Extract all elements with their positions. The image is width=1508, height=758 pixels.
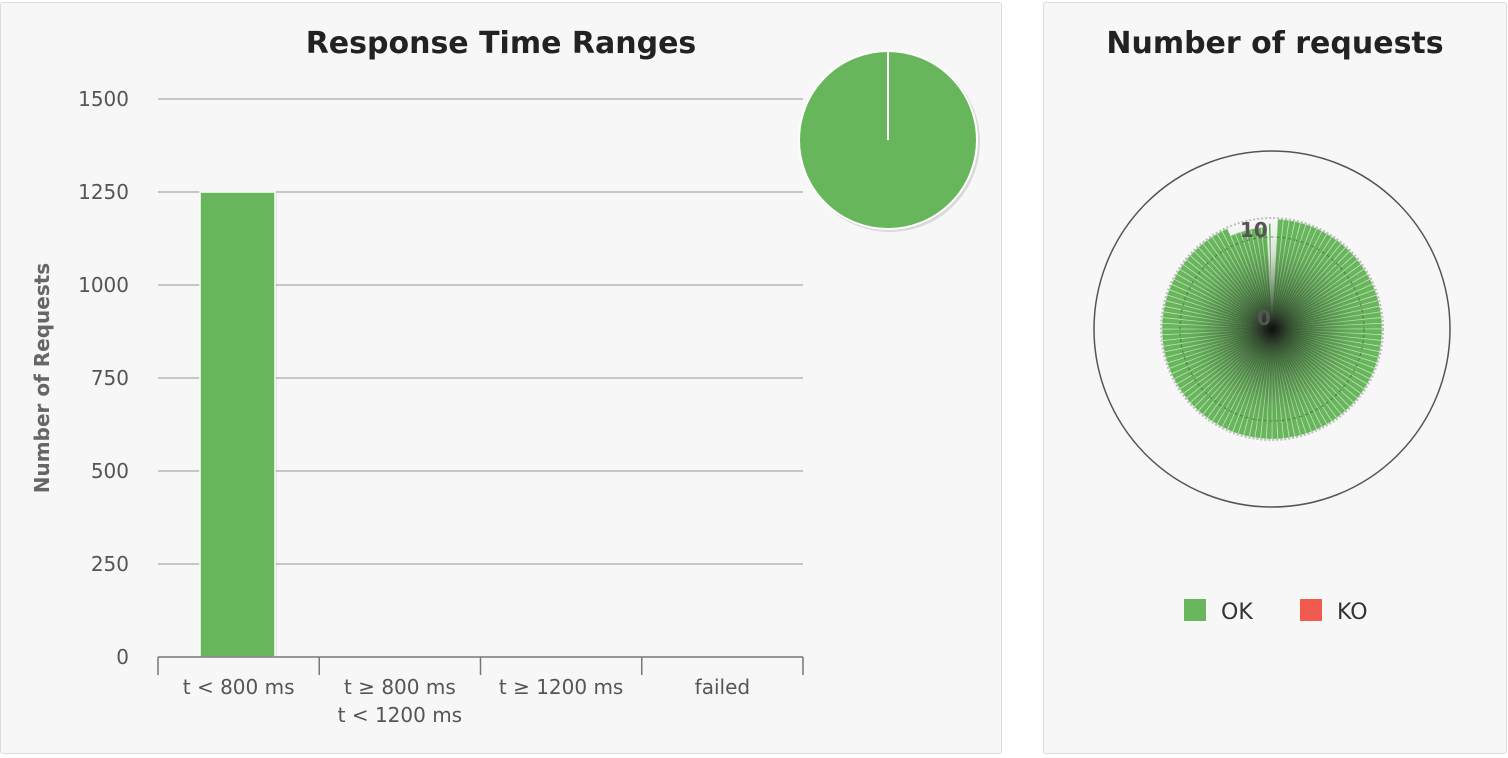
y-tick-label: 1000	[78, 273, 129, 297]
legend-item-ok[interactable]: OK	[1184, 599, 1253, 625]
bars	[199, 191, 277, 658]
y-tick-label: 500	[91, 459, 129, 483]
legend-swatch-ko	[1300, 599, 1322, 621]
y-tick-label: 0	[116, 645, 129, 669]
legend: OK KO	[1184, 599, 1368, 625]
legend-label-ko: KO	[1337, 600, 1368, 625]
polar-outer-ring	[1093, 150, 1451, 508]
legend-item-ko[interactable]: KO	[1300, 599, 1368, 625]
inset-pie	[798, 50, 980, 232]
polar-label-10: 10	[1240, 218, 1268, 242]
chart-title: Response Time Ranges	[306, 26, 697, 61]
bar[interactable]	[199, 191, 276, 658]
x-category-label: t ≥ 1200 ms	[499, 675, 623, 699]
polar-rim	[1160, 217, 1384, 441]
y-tick-label: 750	[91, 366, 129, 390]
y-tick-label: 1500	[78, 87, 129, 111]
y-axis-ticks: 0 250 500 750 1000 1250 1500	[78, 87, 129, 669]
legend-swatch-ok	[1184, 599, 1206, 621]
response-time-panel: Response Time Ranges Number of Requests …	[0, 2, 1002, 754]
polar-title: Number of requests	[1106, 26, 1443, 61]
polar-center-shade	[1162, 219, 1382, 439]
polar-label-0: 0	[1257, 306, 1271, 330]
requests-polar-chart: Number of requests 10 0 OK KO	[1093, 26, 1451, 625]
y-tick-label: 250	[91, 552, 129, 576]
requests-panel: Number of requests 10 0 OK KO	[1043, 2, 1507, 754]
y-tick-label: 1250	[78, 180, 129, 204]
x-axis: t < 800 ms t ≥ 800 ms t < 1200 ms t ≥ 1200 …	[157, 656, 804, 727]
x-category-label: t ≥ 800 ms t < 1200 ms	[338, 675, 462, 727]
y-axis-label: Number of Requests	[30, 263, 54, 493]
polar-grid-ring	[1179, 236, 1365, 422]
x-category-label: failed	[695, 675, 750, 699]
x-category-label: t < 800 ms	[183, 675, 295, 699]
legend-label-ok: OK	[1221, 600, 1253, 625]
response-time-chart: Response Time Ranges Number of Requests …	[30, 26, 980, 727]
